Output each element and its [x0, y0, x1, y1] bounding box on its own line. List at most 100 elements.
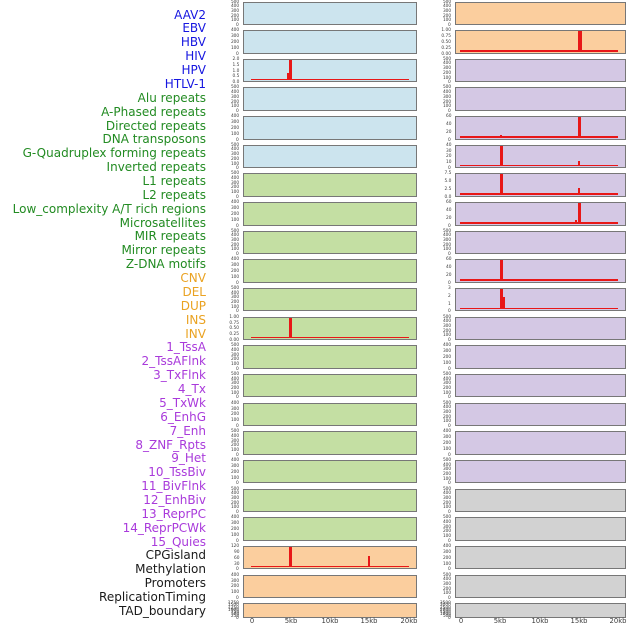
y-tick-label: 200: [442, 354, 451, 360]
y-tick-label: 200: [230, 411, 239, 417]
y-tick-label: 0: [448, 165, 451, 171]
track-label-12-enhbiv: 12_EnhBiv: [143, 493, 206, 507]
y-tick-label: 400: [442, 376, 451, 382]
y-tick-label: 0: [236, 194, 239, 200]
track-label-dna-transposons: DNA transposons: [102, 132, 207, 147]
y-axis-ticks: 500 400 300 200 100 0: [205, 142, 241, 171]
track-panel-directed-repeats: [243, 230, 417, 255]
y-tick-label: 100: [230, 247, 239, 252]
y-tick-label: 0: [448, 337, 451, 343]
y-tick-label: 200: [230, 299, 239, 305]
y-axis-ticks: 500 400 300 200 100 0: [417, 85, 453, 114]
track-label-10-tssbiv: 10_TssBiv: [148, 465, 206, 480]
y-tick-label: 10: [445, 159, 451, 165]
y-tick-label: 500: [230, 142, 239, 148]
spike-mark: [289, 59, 293, 81]
track-panel-8-znf-rpts: [455, 259, 626, 283]
y-tick-label: 300: [442, 237, 451, 243]
x-tick-label: 15kb: [360, 617, 378, 625]
y-tick-label: 300: [230, 8, 239, 14]
y-tick-label: 500: [442, 457, 451, 463]
y-tick-label: 200: [442, 500, 451, 506]
y-tick-label: 500: [230, 170, 239, 176]
track-label-dup: DUP: [180, 298, 206, 313]
y-tick-label: 20: [445, 154, 451, 159]
y-tick-label: 100: [442, 504, 451, 510]
y-axis-ticks: 500 400 300 200 100 0: [417, 572, 453, 600]
y-tick-label: 0: [236, 423, 239, 429]
track-label-cpgisland: CPGisland: [145, 548, 206, 563]
y-tick-label: 500: [442, 400, 451, 406]
y-tick-label: 200: [442, 13, 451, 18]
y-tick-label: 60: [445, 113, 451, 119]
y-tick-label: 0: [448, 79, 451, 85]
y-axis-ticks: 500 400 300 200 100 0: [205, 85, 241, 114]
x-tick-label: 20kb: [400, 617, 417, 625]
track-label-htlv-1: HTLV-1: [164, 76, 206, 91]
track-panel-z-dna-motifs: [243, 517, 417, 541]
y-tick-label: 400: [230, 376, 239, 382]
y-tick-label: 400: [442, 232, 451, 238]
track-panel-tad-boundary: [455, 603, 626, 618]
y-tick-label: 1500: [440, 609, 451, 614]
y-tick-label: 200: [230, 211, 239, 217]
track-panel-14-reprpcwk: [455, 431, 626, 455]
y-axis-ticks: 500 400 300 200 100 0: [205, 486, 241, 515]
y-tick-label: 400: [230, 113, 239, 119]
spike-mark: [500, 289, 503, 310]
x-tick-label: 15kb: [570, 617, 588, 625]
y-tick-label: 400: [230, 400, 239, 406]
y-tick-label: 400: [230, 256, 239, 262]
y-tick-label: 0.0: [232, 79, 239, 85]
y-axis-ticks: 500 400 300 200 100 0: [417, 315, 453, 343]
y-tick-label: 100: [230, 447, 239, 453]
y-tick-label: 300: [442, 380, 451, 386]
y-tick-label: 100: [230, 103, 239, 109]
y-axis-ticks: 500 400 300 200 100 0: [417, 486, 453, 515]
y-tick-label: 2: [448, 293, 451, 299]
y-tick-label: 0: [448, 509, 451, 515]
spike-mark: [289, 547, 293, 568]
y-tick-label: 300: [442, 348, 451, 354]
y-tick-label: 0: [448, 423, 451, 429]
track-panel-low-complexity-a-t-rich-regions: [243, 402, 417, 427]
y-tick-label: 200: [442, 528, 451, 534]
track-panel-3-txflnk: [455, 116, 626, 140]
y-tick-label: 300: [230, 180, 239, 186]
track-panel-1-tssa: [455, 58, 626, 83]
y-tick-label: 0: [236, 509, 239, 515]
y-tick-label: 0: [236, 137, 239, 142]
y-tick-label: 0: [236, 108, 239, 114]
track-panel-inv: [455, 30, 626, 54]
y-tick-label: 0: [448, 108, 451, 114]
spike-mark: [499, 260, 503, 281]
y-tick-label: 60: [233, 555, 239, 561]
y-tick-label: 500: [230, 486, 239, 492]
y-axis-ticks: 3500 3000 2500 2000 1500 1000 500 0: [417, 601, 453, 621]
y-tick-label: 200: [442, 555, 451, 561]
track-label-1-tssa: 1_TssA: [166, 340, 206, 355]
y-tick-label: 500: [442, 572, 451, 578]
spike-mark: [289, 317, 292, 339]
y-tick-label: 100: [442, 476, 451, 482]
y-tick-label: 300: [230, 352, 239, 358]
y-tick-label: 200: [230, 500, 239, 506]
y-tick-label: 0: [448, 615, 451, 621]
y-tick-label: 300: [230, 205, 239, 211]
track-panel-10-tssbiv: [455, 316, 626, 341]
y-tick-label: 400: [230, 232, 239, 238]
track-label-6-enhg: 6_EnhG: [160, 409, 206, 424]
baseline-mark: [460, 193, 618, 195]
track-panel-htlv-1: [243, 144, 417, 169]
y-tick-label: 40: [445, 142, 451, 148]
y-tick-label: 0: [448, 22, 451, 28]
y-tick-label: 750: [230, 609, 239, 614]
track-panel-mir-repeats: [243, 460, 417, 484]
x-tick-label: 0: [458, 617, 464, 625]
y-tick-label: 400: [230, 146, 239, 152]
y-axis-ticks: 500 400 300 200 100 0: [205, 372, 241, 400]
track-label-2-tssaflnk: 2_TssAFlnk: [141, 354, 206, 369]
y-tick-label: 0: [236, 251, 239, 257]
baseline-mark: [460, 279, 618, 281]
